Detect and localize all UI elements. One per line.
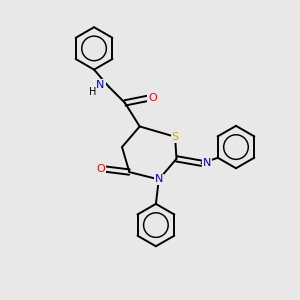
Text: N: N (202, 158, 211, 168)
Text: O: O (148, 94, 157, 103)
Text: S: S (172, 132, 178, 142)
Text: N: N (96, 80, 105, 90)
Text: N: N (154, 174, 163, 184)
Text: O: O (96, 164, 105, 174)
Text: H: H (89, 87, 96, 97)
